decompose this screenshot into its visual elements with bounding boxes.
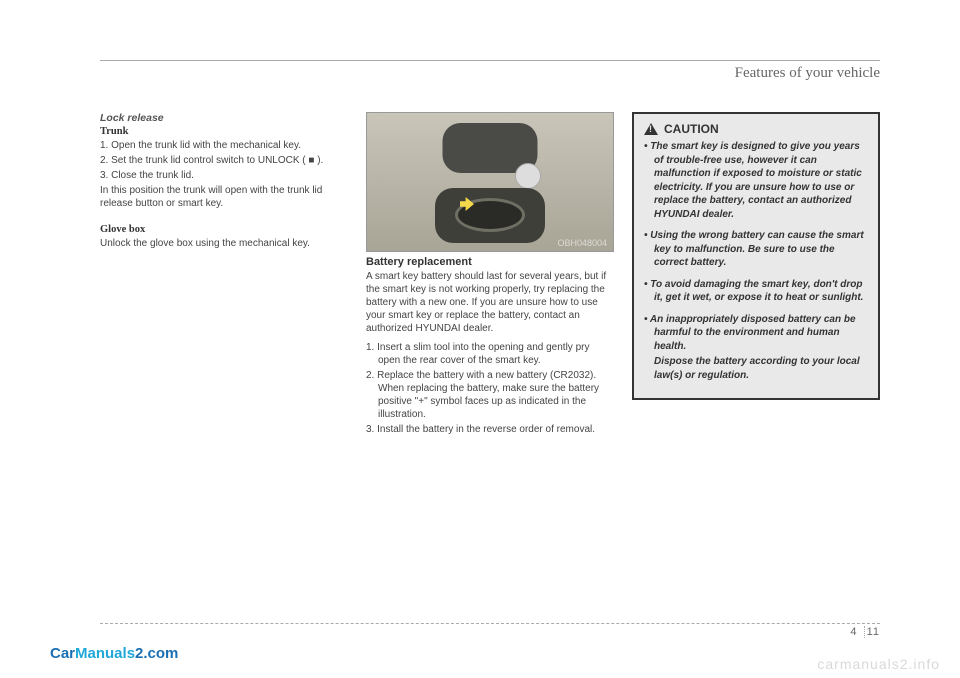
caution-item: • To avoid damaging the smart key, don't…	[644, 278, 868, 305]
column-right: CAUTION • The smart key is designed to g…	[632, 112, 880, 438]
trunk-step: 1. Open the trunk lid with the mechanica…	[100, 139, 348, 152]
caution-item: • An inappropriately disposed battery ca…	[644, 313, 868, 354]
trunk-step: 3. Close the trunk lid.	[100, 169, 348, 182]
page-num: 11	[867, 626, 880, 638]
trunk-head: Trunk	[100, 126, 348, 137]
chapter-num: 4	[850, 626, 857, 638]
wm-part: 2.com	[135, 645, 178, 662]
column-center: OBH048004 Battery replacement A smart ke…	[366, 112, 614, 438]
glovebox-body: Unlock the glove box using the mechanica…	[100, 237, 348, 250]
watermark-info: carmanuals2.info	[817, 656, 940, 672]
caution-item: Dispose the battery according to your lo…	[644, 355, 868, 382]
glovebox-head: Glove box	[100, 224, 348, 235]
battery-step: 1. Insert a slim tool into the opening a…	[366, 341, 614, 367]
warning-icon	[644, 123, 658, 135]
trunk-note: In this position the trunk will open wit…	[100, 184, 348, 210]
coin-battery-icon	[515, 163, 541, 189]
wm-part: Manuals	[75, 645, 135, 662]
battery-body: A smart key battery should last for seve…	[366, 270, 614, 335]
key-shell-open-icon	[435, 188, 545, 243]
wm-part: Car	[50, 645, 75, 662]
caution-box: CAUTION • The smart key is designed to g…	[632, 112, 880, 400]
lock-release-head: Lock release	[100, 112, 348, 124]
caution-heading: CAUTION	[644, 122, 868, 136]
battery-step: 2. Replace the battery with a new batter…	[366, 369, 614, 421]
section-title: Features of your vehicle	[100, 65, 880, 82]
trunk-step: 2. Set the trunk lid control switch to U…	[100, 154, 348, 167]
caution-item: • Using the wrong battery can cause the …	[644, 229, 868, 270]
column-left: Lock release Trunk 1. Open the trunk lid…	[100, 112, 348, 438]
watermark-carmanuals2: CarManuals2.com	[50, 645, 178, 662]
photo-label: OBH048004	[557, 238, 607, 248]
caution-item: • The smart key is designed to give you …	[644, 140, 868, 221]
battery-photo: OBH048004	[366, 112, 614, 252]
battery-replacement-head: Battery replacement	[366, 256, 614, 268]
page-number: 4 11	[100, 626, 880, 638]
battery-step: 3. Install the battery in the reverse or…	[366, 423, 614, 436]
footer: 4 11	[100, 623, 880, 638]
caution-label: CAUTION	[664, 122, 719, 136]
